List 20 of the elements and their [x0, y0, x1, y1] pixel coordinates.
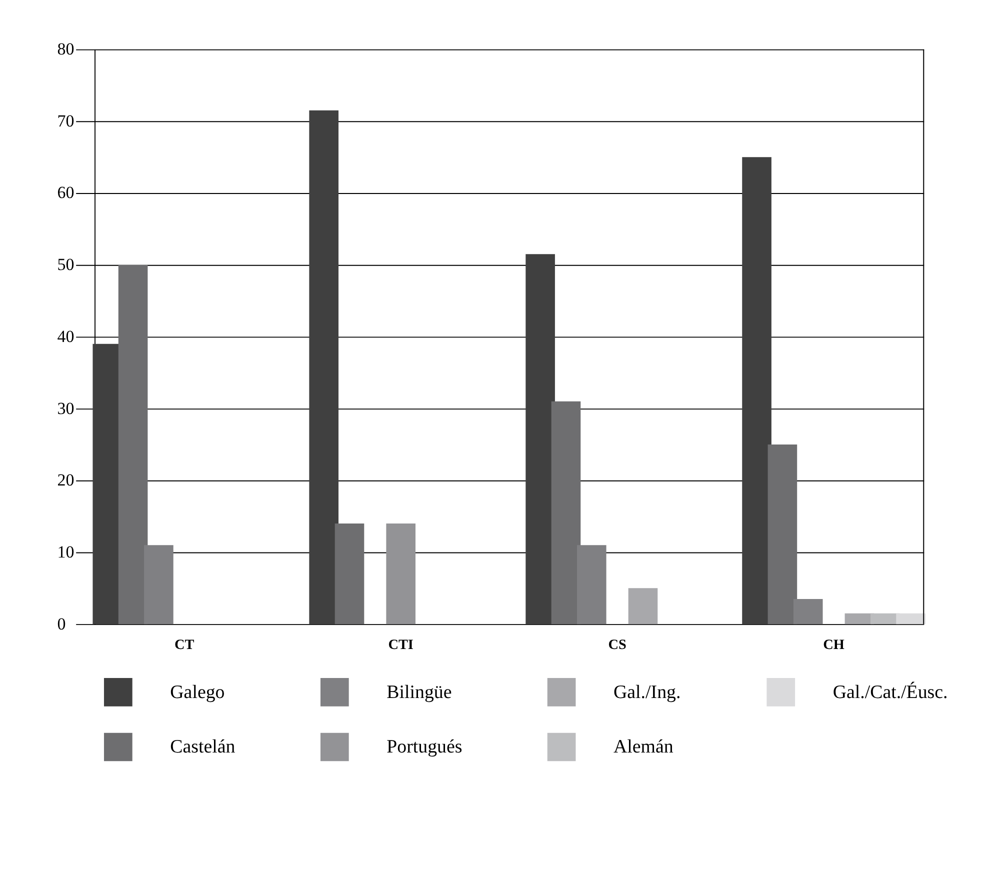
y-tick-label: 40: [57, 326, 74, 346]
x-tick-label: CS: [608, 637, 626, 654]
legend-label: Bilingüe: [386, 682, 452, 703]
x-tick-label: CT: [174, 637, 195, 654]
legend-label: Gal./Cat./Éusc.: [832, 680, 948, 703]
x-tick-label: CTI: [388, 637, 414, 654]
y-tick-label: 0: [57, 614, 66, 634]
legend-label: Galego: [170, 682, 225, 703]
x-tick-label: CH: [823, 637, 844, 654]
legend-label: Alemán: [614, 736, 674, 758]
legend-label: Gal./Ing.: [614, 682, 681, 703]
y-tick-label: 30: [57, 398, 74, 418]
y-tick-label: 50: [57, 255, 74, 274]
y-tick-label: 70: [57, 111, 74, 130]
legend-label: Portugués: [386, 736, 462, 758]
legend-label: Castelán: [170, 736, 236, 758]
y-tick-label: 60: [57, 183, 74, 202]
y-tick-label: 10: [57, 542, 74, 562]
y-tick-label: 80: [57, 40, 74, 59]
y-tick-label: 20: [57, 470, 74, 490]
